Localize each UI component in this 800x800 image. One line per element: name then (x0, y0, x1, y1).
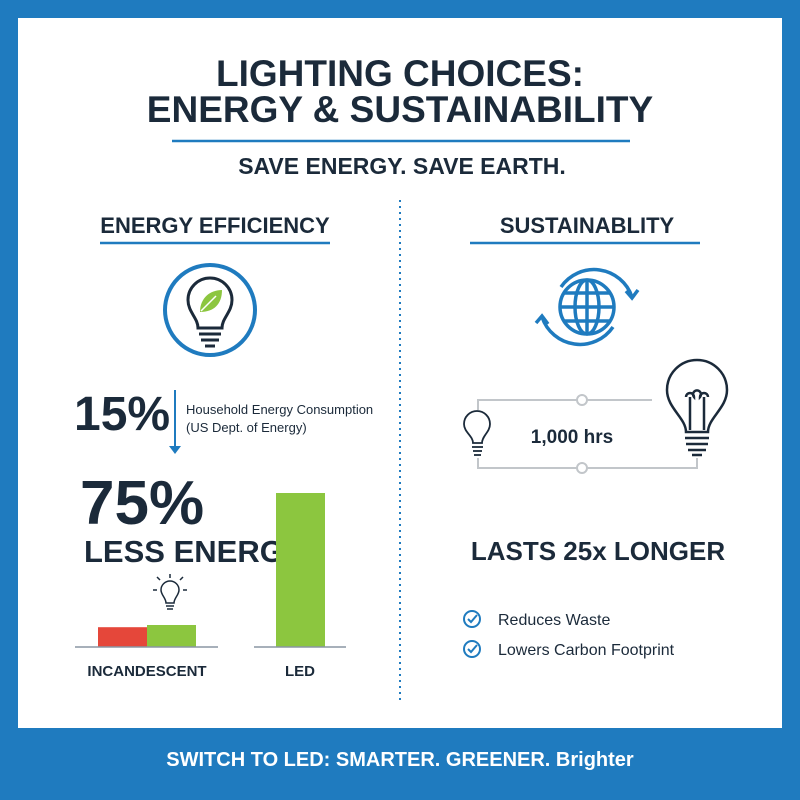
lifespan-claim: LASTS 25x LONGER (471, 536, 725, 566)
bar-chart (98, 493, 325, 647)
globe-recycle-icon (534, 267, 640, 347)
stat-15-line2: (US Dept. of Energy) (186, 420, 307, 435)
label-incandescent: INCANDESCENT (87, 663, 206, 680)
large-bulb-icon (665, 358, 729, 457)
check-circle-icon (463, 610, 481, 628)
benefit-item: Reduces Waste (498, 612, 610, 629)
right-heading: SUSTAINABLITY (500, 213, 675, 238)
stat-75-value: 75% (80, 469, 204, 538)
benefit-item: Lowers Carbon Footprint (498, 642, 675, 659)
small-lightbulb-icon (153, 574, 187, 610)
label-led: LED (285, 663, 315, 680)
title-line2: ENERGY & SUSTAINABILITY (147, 89, 654, 130)
title-line1: LIGHTING CHOICES: (216, 53, 584, 94)
check-circle-icon (463, 640, 481, 658)
incandescent-bulb-icon (463, 410, 491, 456)
stat-15-line1: Household Energy Consumption (186, 402, 373, 417)
subtitle: SAVE ENERGY. SAVE EARTH. (238, 153, 566, 179)
arrow-head (169, 446, 181, 454)
lifespan-timeline (477, 394, 698, 474)
hours-label: 1,000 hrs (531, 427, 613, 448)
bar-led-0 (276, 493, 325, 647)
footer-tagline: SWITCH TO LED: SMARTER. GREENER. Brighte… (166, 749, 634, 771)
bar-incandescent-1 (147, 625, 196, 647)
left-heading: ENERGY EFFICIENCY (100, 213, 330, 238)
stat-15-value: 15% (74, 388, 170, 441)
stat-75-label: LESS ENERGY (84, 534, 305, 569)
lightbulb-leaf-icon (163, 263, 257, 357)
bar-incandescent-0 (98, 627, 147, 647)
